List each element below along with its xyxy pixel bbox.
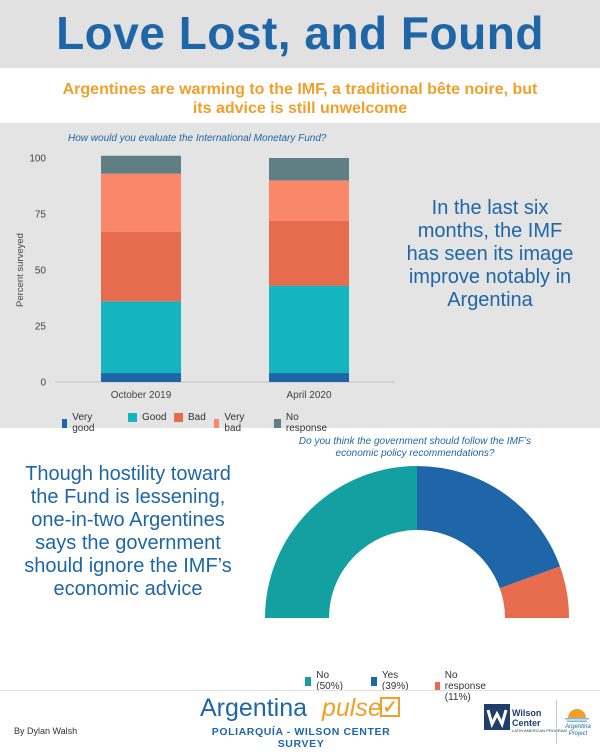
donut-slice-yes	[417, 466, 561, 589]
callout-bottom: Though hostility toward the Fund is less…	[24, 463, 232, 600]
x-tick-label: April 2020	[286, 390, 331, 401]
donut-slice-no-response	[499, 566, 569, 618]
legend-swatch	[435, 682, 440, 691]
legend-item-very-good: Very good	[62, 412, 98, 434]
y-tick-label: 100	[29, 154, 46, 165]
legend-item-bad: Bad	[174, 412, 206, 423]
legend-item-very-bad: Very bad	[214, 412, 248, 434]
brand-subtitle: POLIARQUÍA - WILSON CENTER SURVEY	[211, 726, 391, 750]
y-tick-label: 75	[35, 210, 47, 221]
sun-logo-icon	[565, 709, 589, 722]
legend-item-good: Good	[128, 412, 166, 423]
y-tick-label: 25	[35, 322, 47, 333]
bar-segment-no-response	[269, 158, 349, 181]
legend-swatch	[62, 418, 68, 428]
legend-swatch	[174, 413, 183, 422]
bar-segment-good	[101, 301, 181, 374]
donut-slice-no	[265, 466, 417, 618]
brand-logo-text: Argentina	[200, 694, 308, 722]
stacked-bar-chart: 0 25 50 75 100 Percent surveyed October 2019 Ap…	[15, 154, 395, 401]
bar-segment-good	[269, 285, 349, 374]
logo-separator	[556, 700, 557, 744]
page-title: Love Lost, and Found	[56, 7, 544, 59]
legend-swatch	[305, 676, 312, 686]
footer-divider	[0, 690, 600, 691]
title-band	[0, 0, 600, 68]
legend-swatch	[128, 413, 137, 422]
bar-segment-very-good	[101, 373, 181, 382]
legend-item-no-response: No response (11%)	[435, 670, 490, 703]
legend-item-no: No (50%)	[305, 670, 346, 692]
legend-swatch	[214, 418, 220, 428]
wilson-center-name: Wilson Center	[512, 708, 542, 728]
legend-swatch	[274, 418, 281, 428]
brand-logo-accent: pulse	[322, 694, 382, 722]
legend-swatch	[371, 676, 377, 686]
half-donut-chart	[265, 466, 569, 618]
bar-segment-bad	[269, 220, 349, 286]
x-tick-label: October 2019	[111, 390, 172, 401]
check-icon: ✓	[380, 697, 400, 717]
callout-top: In the last six months, the IMF has seen…	[406, 197, 574, 311]
bar-chart-title: How would you evaluate the International…	[68, 133, 327, 144]
bar-segment-very-bad	[269, 180, 349, 221]
bar-segment-bad	[101, 231, 181, 302]
y-tick-label: 50	[35, 266, 47, 277]
page-subtitle: Argentines are warming to the IMF, a tra…	[62, 81, 538, 117]
wilson-center-logo-icon	[484, 704, 510, 730]
donut-chart-title: Do you think the government should follo…	[298, 436, 532, 459]
bar-segment-very-good	[269, 373, 349, 382]
y-tick-label: 0	[40, 378, 46, 389]
y-axis-label: Percent surveyed	[15, 233, 26, 307]
byline: By Dylan Walsh	[14, 726, 78, 736]
legend-item-yes: Yes (39%)	[371, 670, 412, 692]
legend-item-no-response: No response	[274, 412, 329, 434]
argentina-project-name: Argentina Project	[565, 724, 591, 737]
wilson-program: LATIN AMERICAN PROGRAM	[512, 728, 567, 733]
bar-segment-no-response	[101, 155, 181, 174]
bar-segment-very-bad	[101, 173, 181, 232]
